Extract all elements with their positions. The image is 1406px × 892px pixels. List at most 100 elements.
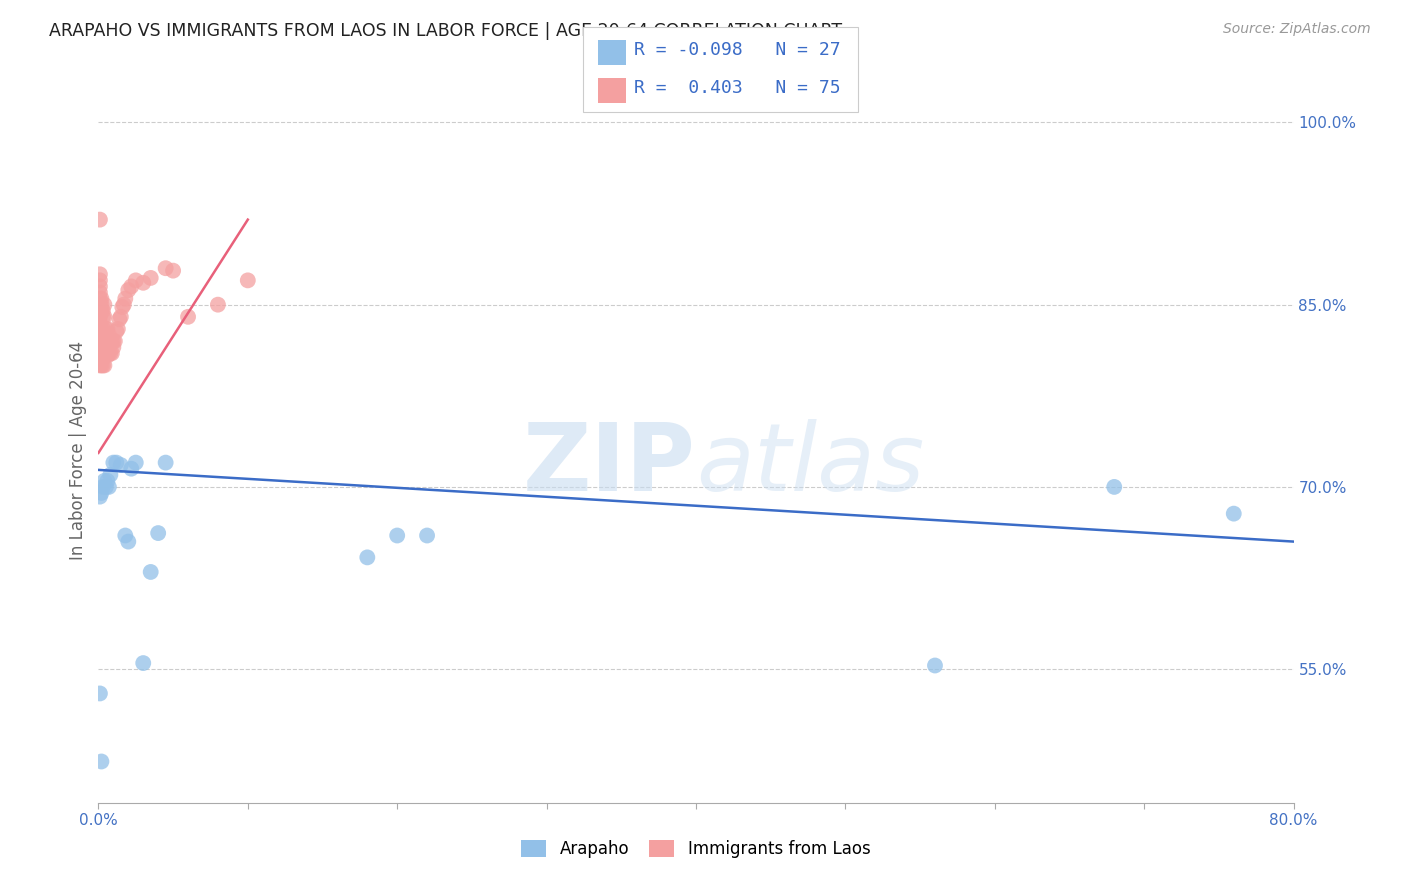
Point: [107, 322, 129, 336]
Point: [97, 346, 120, 360]
Point: [89, 273, 111, 287]
Point: [94, 336, 117, 351]
Point: [155, 261, 177, 276]
Point: [89, 322, 111, 336]
Point: [90, 334, 112, 348]
Text: Source: ZipAtlas.com: Source: ZipAtlas.com: [1223, 22, 1371, 37]
Text: ZIP: ZIP: [523, 418, 696, 510]
Point: [356, 550, 378, 565]
Point: [93, 340, 115, 354]
Point: [112, 298, 135, 312]
Point: [98, 336, 122, 351]
Point: [91, 359, 114, 373]
Point: [90, 298, 112, 312]
Point: [89, 303, 111, 318]
Point: [1104, 480, 1126, 494]
Point: [132, 656, 155, 670]
Text: atlas: atlas: [696, 419, 924, 510]
Point: [103, 456, 125, 470]
Point: [1223, 507, 1246, 521]
Point: [89, 359, 111, 373]
Point: [114, 528, 136, 542]
Point: [132, 276, 155, 290]
Point: [139, 565, 162, 579]
Point: [105, 325, 128, 339]
Point: [110, 310, 132, 324]
Point: [416, 528, 439, 542]
Point: [207, 298, 229, 312]
Point: [93, 349, 115, 363]
Point: [91, 334, 114, 348]
Point: [93, 310, 115, 324]
Point: [236, 273, 259, 287]
Point: [125, 456, 148, 470]
Point: [103, 340, 125, 354]
Point: [89, 346, 111, 360]
Point: [97, 480, 120, 494]
Point: [148, 526, 170, 541]
Point: [111, 300, 134, 314]
Point: [139, 271, 162, 285]
Point: [89, 340, 111, 354]
Point: [93, 359, 115, 373]
Point: [93, 334, 115, 348]
Point: [117, 534, 139, 549]
Point: [89, 328, 111, 343]
Point: [90, 359, 112, 373]
Point: [94, 328, 117, 343]
Point: [120, 279, 142, 293]
Point: [89, 334, 111, 348]
Point: [120, 461, 142, 475]
Point: [96, 349, 118, 363]
Point: [96, 322, 118, 336]
Point: [90, 755, 112, 769]
Point: [91, 303, 114, 318]
Point: [90, 322, 112, 336]
Point: [90, 328, 112, 343]
Point: [89, 285, 111, 300]
Point: [89, 686, 111, 700]
Text: R =  0.403   N = 75: R = 0.403 N = 75: [634, 78, 841, 96]
Point: [89, 310, 111, 324]
Point: [96, 340, 118, 354]
Point: [93, 328, 115, 343]
Point: [90, 303, 112, 318]
Text: ARAPAHO VS IMMIGRANTS FROM LAOS IN LABOR FORCE | AGE 20-64 CORRELATION CHART: ARAPAHO VS IMMIGRANTS FROM LAOS IN LABOR…: [49, 22, 842, 40]
Point: [155, 456, 177, 470]
Point: [108, 312, 131, 326]
Point: [105, 456, 128, 470]
Point: [98, 467, 122, 482]
Point: [96, 474, 118, 488]
Point: [103, 334, 125, 348]
Point: [96, 334, 118, 348]
Point: [90, 292, 112, 306]
Point: [89, 212, 111, 227]
Point: [104, 334, 127, 348]
Point: [90, 486, 112, 500]
Point: [98, 346, 122, 360]
Point: [93, 474, 115, 488]
Point: [94, 480, 117, 494]
Point: [90, 346, 112, 360]
Point: [89, 316, 111, 330]
Point: [177, 310, 200, 324]
Point: [93, 298, 115, 312]
Point: [91, 328, 114, 343]
Point: [101, 346, 124, 360]
Text: R = -0.098   N = 27: R = -0.098 N = 27: [634, 42, 841, 60]
Point: [91, 310, 114, 324]
Point: [101, 334, 124, 348]
Point: [89, 490, 111, 504]
Point: [924, 658, 946, 673]
Point: [385, 528, 409, 542]
Point: [162, 263, 184, 277]
Point: [97, 336, 120, 351]
Y-axis label: In Labor Force | Age 20-64: In Labor Force | Age 20-64: [69, 341, 87, 560]
Point: [89, 298, 111, 312]
Point: [110, 458, 132, 472]
Point: [125, 273, 148, 287]
Point: [114, 292, 136, 306]
Point: [89, 268, 111, 282]
Point: [117, 283, 139, 297]
Point: [91, 480, 114, 494]
